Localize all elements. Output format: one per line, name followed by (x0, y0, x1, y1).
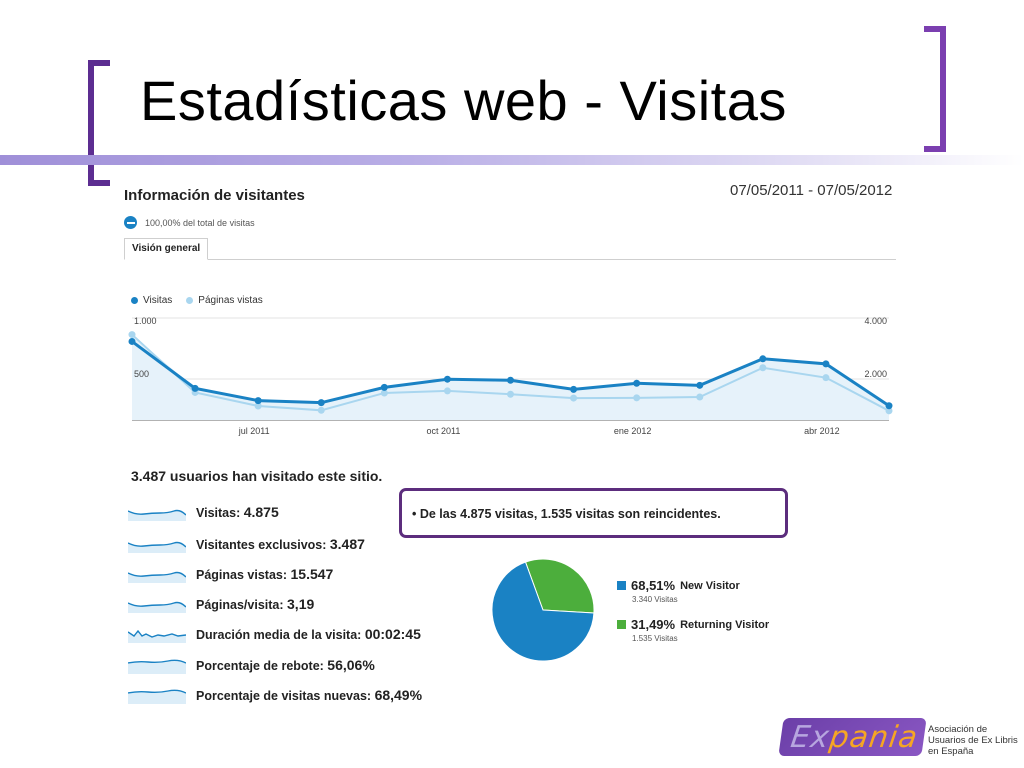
left-bracket-decoration (88, 60, 110, 186)
metric-row: Páginas/visita: 3,19 (128, 595, 448, 613)
segment-text: 100,00% del total de visitas (145, 217, 255, 228)
y-right-tick-label: 4.000 (864, 316, 887, 326)
legend-item-paginas[interactable]: Páginas vistas (186, 295, 263, 306)
metric-row: Visitantes exclusivos: 3.487 (128, 535, 448, 553)
x-tick-label: ene 2012 (614, 426, 652, 436)
panel-title: Información de visitantes (124, 187, 305, 204)
visits-line-chart[interactable]: 1.000 500 4.000 2.000 jul 2011 oct 2011 ene 20… (124, 308, 896, 440)
data-point-paginas[interactable] (128, 331, 136, 339)
logo-wordmark: Expania (788, 719, 921, 755)
data-point-paginas[interactable] (443, 387, 451, 395)
data-point-visitas[interactable] (633, 379, 641, 387)
metric-label: Páginas vistas: 15.547 (196, 566, 334, 582)
data-point-paginas[interactable] (696, 393, 704, 401)
users-total: 3.487 usuarios han visitado este sitio. (131, 468, 383, 484)
metric-row: Visitas: 4.875 (128, 503, 448, 521)
metric-row: Duración media de la visita: 00:02:45 (128, 625, 448, 643)
new-visitor-visits: 3.340 Visitas (632, 595, 678, 604)
expania-logo: Expania (778, 718, 927, 756)
x-tick-label: oct 2011 (426, 426, 460, 436)
data-point-paginas[interactable] (822, 374, 830, 382)
returning-visitor-visits: 1.535 Visitas (632, 634, 678, 643)
data-point-paginas[interactable] (507, 390, 514, 398)
data-point-visitas[interactable] (507, 376, 514, 384)
metric-value: 00:02:45 (364, 626, 421, 642)
metric-row: Porcentaje de rebote: 56,06% (128, 656, 448, 674)
legend-label-paginas: Páginas vistas (198, 295, 263, 306)
data-point-visitas[interactable] (191, 384, 199, 392)
pie-slice-new-visitor[interactable] (491, 561, 595, 662)
data-point-paginas[interactable] (254, 402, 262, 410)
data-point-paginas[interactable] (885, 407, 893, 415)
new-visitor-swatch (617, 581, 626, 590)
x-tick-label: abr 2012 (804, 426, 840, 436)
metric-value: 4.875 (243, 504, 279, 520)
y-left-tick-label: 500 (134, 369, 149, 379)
sparkline-icon (128, 659, 186, 674)
data-point-visitas[interactable] (570, 385, 578, 393)
legend-dot-visitas (131, 297, 138, 304)
visitor-type-pie-chart[interactable] (488, 558, 598, 668)
metric-row: Páginas vistas: 15.547 (128, 565, 448, 583)
returning-visitor-swatch (617, 620, 626, 629)
data-point-visitas[interactable] (380, 383, 388, 391)
y-right-tick-label: 2.000 (864, 369, 887, 379)
metric-value: 3.487 (329, 536, 365, 552)
sparkline-icon (128, 571, 186, 583)
pie-slice-returning-visitor[interactable] (524, 558, 595, 614)
x-tick-label: jul 2011 (238, 426, 270, 436)
sparkline-icon (128, 541, 186, 553)
data-point-paginas[interactable] (570, 394, 578, 402)
metric-label: Páginas/visita: 3,19 (196, 596, 315, 612)
metric-value: 15.547 (290, 566, 334, 582)
metric-label: Porcentaje de visitas nuevas: 68,49% (196, 687, 423, 703)
data-point-visitas[interactable] (254, 397, 262, 405)
slide-title: Estadísticas web - Visitas (140, 69, 787, 132)
data-point-visitas[interactable] (759, 355, 767, 363)
tab-vision-general[interactable]: Visión general (124, 238, 209, 260)
metric-label: Visitantes exclusivos: 3.487 (196, 536, 365, 552)
metric-value: 68,49% (374, 687, 423, 703)
data-point-paginas[interactable] (380, 389, 388, 397)
returning-visitor-percent: 31,49% (631, 617, 676, 632)
data-point-paginas[interactable] (759, 364, 767, 372)
data-point-visitas[interactable] (696, 381, 704, 389)
right-bracket-decoration (924, 26, 946, 152)
pie-legend-returning: 31,49% Returning Visitor 1.535 Visitas (617, 617, 769, 643)
legend-label-visitas: Visitas (143, 295, 173, 306)
segment-pie-icon (124, 216, 137, 229)
sparkline-icon (128, 689, 186, 704)
metric-row: Porcentaje de visitas nuevas: 68,49% (128, 686, 448, 704)
sparkline-icon (128, 601, 186, 613)
sparkline-icon (128, 629, 186, 643)
data-point-paginas[interactable] (317, 406, 325, 414)
chart-legend: Visitas Páginas vistas (131, 295, 263, 306)
data-point-visitas[interactable] (822, 360, 830, 368)
segment-row: 100,00% del total de visitas (124, 216, 255, 229)
accent-bar (0, 155, 1024, 165)
pie-legend-new: 68,51% New Visitor 3.340 Visitas (617, 578, 740, 604)
sparkline-icon (128, 509, 186, 521)
metric-label: Porcentaje de rebote: 56,06% (196, 657, 375, 673)
metric-label: Visitas: 4.875 (196, 504, 279, 520)
data-point-visitas[interactable] (885, 402, 893, 410)
data-point-visitas[interactable] (128, 337, 136, 345)
metric-value: 3,19 (287, 596, 315, 612)
new-visitor-percent: 68,51% (631, 578, 676, 593)
new-visitor-label: New Visitor (680, 579, 740, 592)
returning-callout: • De las 4.875 visitas, 1.535 visitas so… (399, 488, 788, 538)
metric-label: Duración media de la visita: 00:02:45 (196, 626, 421, 642)
data-point-visitas[interactable] (443, 375, 451, 383)
legend-item-visitas[interactable]: Visitas (131, 295, 172, 306)
legend-dot-paginas (186, 297, 194, 304)
returning-visitor-label: Returning Visitor (680, 618, 770, 631)
metric-value: 56,06% (327, 657, 375, 673)
data-point-visitas[interactable] (317, 399, 325, 407)
date-range[interactable]: 07/05/2011 - 07/05/2012 (730, 182, 893, 199)
y-left-tick-label: 1.000 (134, 316, 157, 326)
tab-divider (124, 259, 896, 260)
data-point-paginas[interactable] (633, 394, 641, 402)
logo-caption: Asociación de Usuarios de Ex Libris en E… (928, 724, 1018, 757)
